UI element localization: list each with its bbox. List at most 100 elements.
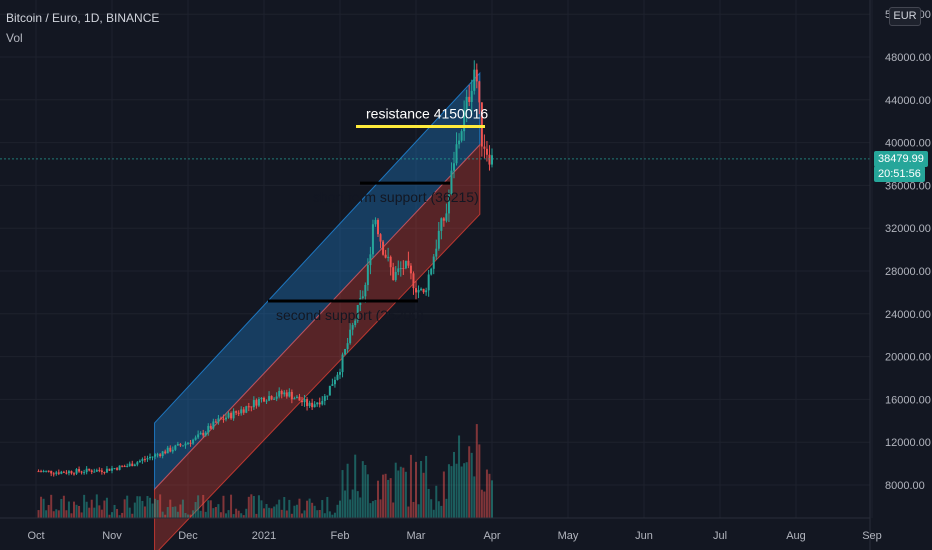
candle-body bbox=[407, 260, 410, 266]
candle-body bbox=[488, 154, 491, 165]
volume-bar bbox=[136, 496, 139, 518]
candle-body bbox=[42, 471, 45, 473]
candle-body bbox=[161, 451, 164, 457]
y-tick-label: 48000.00 bbox=[885, 52, 931, 64]
candle-body bbox=[143, 459, 146, 461]
candle-body bbox=[192, 439, 195, 444]
volume-bar bbox=[422, 472, 425, 518]
volume-bar bbox=[303, 510, 306, 518]
candle-body bbox=[473, 69, 476, 91]
candle-body bbox=[260, 397, 263, 400]
candle-body bbox=[227, 413, 230, 418]
volume-bar bbox=[217, 504, 220, 518]
x-tick-label: Aug bbox=[786, 530, 806, 542]
volume-bar bbox=[354, 454, 357, 518]
volume-bar bbox=[93, 507, 96, 518]
volume-bar bbox=[83, 494, 86, 518]
candle-body bbox=[252, 400, 255, 408]
volume-bar bbox=[151, 503, 154, 518]
candle-body bbox=[308, 402, 311, 407]
volume-bar bbox=[181, 499, 184, 518]
candle-body bbox=[371, 224, 374, 255]
volume-bar bbox=[75, 504, 78, 518]
volume-bar bbox=[105, 497, 108, 518]
volume-bar bbox=[37, 510, 40, 518]
volume-bar bbox=[280, 509, 283, 518]
volume-bar bbox=[95, 494, 98, 518]
volume-bar bbox=[40, 496, 43, 518]
candle-body bbox=[55, 472, 58, 474]
x-tick-label: Nov bbox=[102, 530, 122, 542]
candle-body bbox=[275, 396, 278, 399]
volume-bar bbox=[171, 506, 174, 518]
candle-body bbox=[453, 163, 455, 171]
candle-body bbox=[237, 412, 240, 414]
volume-bar bbox=[204, 511, 207, 518]
volume-bar bbox=[425, 455, 428, 518]
volume-bar bbox=[265, 504, 268, 518]
candle-body bbox=[181, 445, 184, 447]
volume-bar bbox=[321, 500, 324, 518]
candle-body bbox=[131, 463, 134, 467]
volume-bar bbox=[326, 496, 329, 518]
x-tick-label: 2021 bbox=[252, 530, 276, 542]
candle-body bbox=[57, 472, 60, 474]
volume-bar bbox=[232, 514, 235, 518]
volume-bar bbox=[257, 495, 260, 518]
candle-body bbox=[361, 296, 364, 299]
volume-bar bbox=[442, 471, 445, 518]
volume-bar bbox=[133, 502, 136, 518]
volume-bar bbox=[263, 508, 265, 518]
candle-body bbox=[470, 90, 473, 102]
candle-body bbox=[425, 290, 428, 293]
candle-body bbox=[323, 396, 326, 401]
candle-body bbox=[50, 470, 53, 474]
candle-body bbox=[339, 372, 341, 375]
candle-body bbox=[194, 437, 197, 440]
volume-bar bbox=[288, 499, 291, 518]
volume-bar bbox=[366, 474, 369, 518]
volume-bar bbox=[285, 510, 288, 518]
volume-bar bbox=[209, 500, 212, 518]
currency-button[interactable]: EUR bbox=[889, 7, 921, 26]
candle-body bbox=[447, 194, 450, 214]
candle-body bbox=[328, 385, 331, 396]
volume-bar bbox=[225, 513, 227, 518]
volume-bar bbox=[427, 488, 430, 518]
volume-bar bbox=[318, 509, 321, 518]
volume-bar bbox=[445, 498, 448, 518]
candle-body bbox=[65, 472, 68, 474]
volume-bar bbox=[382, 474, 385, 518]
channel-lower-band bbox=[154, 143, 481, 550]
volume-bar bbox=[369, 503, 372, 518]
volume-bar bbox=[379, 499, 382, 518]
candle-body bbox=[491, 155, 493, 165]
candle-body bbox=[389, 256, 392, 268]
candle-body bbox=[118, 465, 121, 470]
candlesticks bbox=[37, 60, 493, 477]
candle-body bbox=[290, 391, 293, 400]
candle-body bbox=[422, 288, 425, 293]
candle-body bbox=[240, 409, 243, 414]
volume-bar bbox=[50, 494, 53, 518]
candle-body bbox=[154, 454, 157, 457]
candle-body bbox=[123, 466, 126, 468]
candle-body bbox=[133, 464, 136, 467]
candle-body bbox=[364, 284, 367, 297]
x-tick-label: Oct bbox=[27, 530, 44, 542]
volume-bar bbox=[197, 495, 200, 518]
volume-bar bbox=[62, 495, 65, 518]
candle-body bbox=[184, 443, 187, 446]
candle-body bbox=[354, 320, 357, 326]
volume-bar bbox=[432, 509, 435, 518]
candle-body bbox=[285, 392, 288, 397]
candle-body bbox=[268, 396, 271, 401]
volume-bar bbox=[247, 496, 250, 518]
volume-bar bbox=[364, 464, 367, 518]
volume-bar bbox=[377, 480, 379, 518]
candle-body bbox=[465, 96, 468, 112]
candle-body bbox=[219, 418, 222, 420]
candle-body bbox=[126, 465, 129, 467]
candle-body bbox=[331, 384, 334, 386]
